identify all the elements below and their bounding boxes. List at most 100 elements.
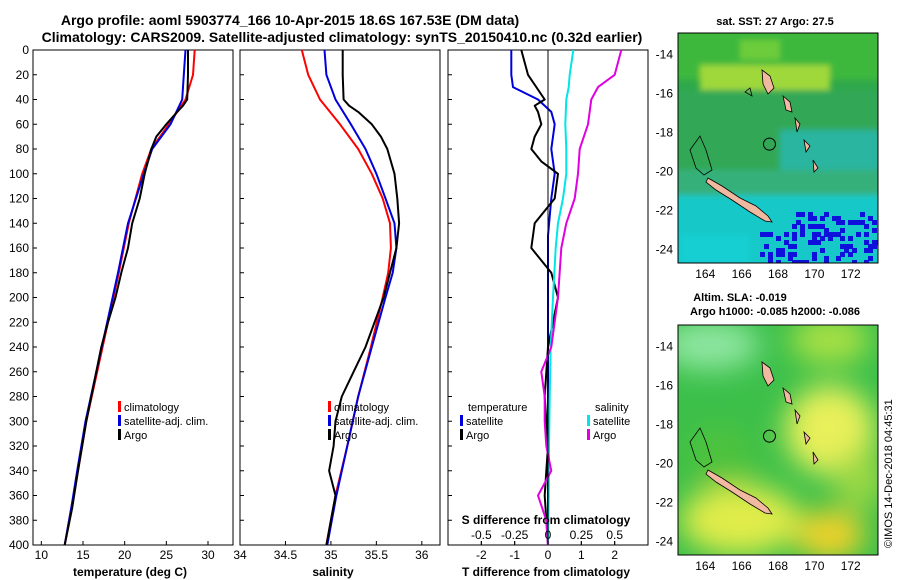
x-tick-label: 35.5 <box>365 548 389 562</box>
sst-cold-pixel <box>848 236 853 241</box>
sst-cold-pixel <box>796 260 801 263</box>
legend-swatch-s-satellite <box>587 415 590 426</box>
sst-cold-pixel <box>840 236 845 241</box>
sla-map-x-ticks: 164 166 168 170 172 <box>695 559 861 573</box>
sst-cold-pixel <box>800 228 805 233</box>
map-y-tick-label: -20 <box>656 456 674 470</box>
sst-map <box>678 33 878 269</box>
sst-cold-pixel <box>860 220 865 225</box>
sst-cold-pixel <box>800 232 805 237</box>
difference-series <box>510 49 623 546</box>
sst-cold-pixel <box>768 256 773 261</box>
sst-cold-pixel <box>816 224 821 229</box>
sst-argo-location-marker <box>762 137 776 151</box>
salinity-xlabel: salinity <box>312 565 354 579</box>
temperature-plot-frame <box>32 49 234 546</box>
sst-cold-pixel <box>792 232 797 237</box>
legend-label-satellite: satellite-adj. clim. <box>124 416 208 428</box>
legend-label-argo: Argo <box>334 430 357 442</box>
map-y-tick-label: -14 <box>656 47 674 61</box>
legend-swatch-argo <box>328 429 331 440</box>
series-line-satellite-adj-clim- <box>323 49 398 546</box>
series-line-t-argo <box>520 49 559 546</box>
sst-cold-pixel <box>852 248 857 253</box>
sst-cold-pixel <box>820 248 825 253</box>
sst-cold-pixel <box>776 248 781 253</box>
sst-cold-pixel <box>764 244 769 249</box>
difference-legend: temperature satellite Argo salinity sate… <box>460 402 630 442</box>
sst-cold-pixel <box>872 220 877 225</box>
sla-map <box>678 325 878 555</box>
sst-cold-pixel <box>868 216 873 221</box>
sst-cold-pixel <box>864 260 869 263</box>
sst-cold-pixel <box>848 252 853 257</box>
x-tick-label: 10 <box>35 548 49 562</box>
map-x-tick-label: 172 <box>841 267 861 281</box>
sst-cold-pixel <box>808 212 813 217</box>
legend-label-satellite: satellite-adj. clim. <box>334 416 418 428</box>
sst-cold-pixel <box>828 232 833 237</box>
legend-label-climatology: climatology <box>124 402 180 414</box>
depth-tick-label: 200 <box>9 291 29 305</box>
sst-cold-pixel <box>840 228 845 233</box>
map-y-tick-label: -16 <box>656 86 674 100</box>
sst-cold-pixel <box>828 236 833 241</box>
sst-cold-pixel <box>852 260 857 263</box>
legend-title-temperature: temperature <box>468 402 527 414</box>
depth-tick-label: 40 <box>16 93 30 107</box>
sst-cold-pixel <box>844 244 849 249</box>
x-tick-label: 36 <box>415 548 429 562</box>
sst-cold-pixel <box>816 232 821 237</box>
sst-cold-pixel <box>796 220 801 225</box>
depth-tick-label: 380 <box>9 513 29 527</box>
sst-cold-pixel <box>852 220 857 225</box>
sst-cold-pixel <box>836 220 841 225</box>
legend-label-argo: Argo <box>124 430 147 442</box>
x-tick-label: 0.5 <box>606 528 623 542</box>
x-tick-label: 2 <box>611 548 618 562</box>
depth-tick-label: 180 <box>9 266 29 280</box>
sst-cold-pixel <box>804 260 809 263</box>
sst-cold-pixel <box>816 240 821 245</box>
legend-swatch-s-argo <box>587 429 590 440</box>
sst-cold-pixel <box>812 252 817 257</box>
sst-cold-pixel <box>812 240 817 245</box>
sst-cold-pixel <box>776 236 781 241</box>
sst-cold-pixel <box>864 224 869 229</box>
legend-label-s-argo: Argo <box>593 430 616 442</box>
sst-cold-pixel <box>836 256 841 261</box>
depth-tick-label: 20 <box>16 68 30 82</box>
x-tick-label: 15 <box>76 548 90 562</box>
sst-cold-pixel <box>872 244 877 249</box>
depth-tick-labels: 0 20 40 60 80 100 120 140 160 180 200 220 240 260 280 3… <box>9 43 452 552</box>
salinity-legend: climatology satellite-adj. clim. Argo <box>328 401 418 442</box>
map-y-tick-label: -18 <box>656 125 674 139</box>
sst-cold-pixel <box>776 260 781 263</box>
sst-cold-pixel <box>828 264 833 269</box>
difference-top-tick-labels: -0.5 -0.25 0 0.25 0.5 <box>471 528 623 545</box>
x-tick-label: 30 <box>201 548 215 562</box>
sst-cold-pixel <box>808 240 813 245</box>
depth-tick-label: 160 <box>9 241 29 255</box>
sst-cold-pixel <box>776 252 781 257</box>
legend-label-t-argo: Argo <box>466 430 489 442</box>
sst-cold-pixel <box>848 220 853 225</box>
sst-cold-pixel <box>848 244 853 249</box>
sst-cold-pixel <box>784 240 789 245</box>
legend-label-t-satellite: satellite <box>466 416 503 428</box>
sst-cold-pixel <box>792 236 797 241</box>
sst-cold-pixel <box>836 232 841 237</box>
map-x-tick-label: 170 <box>804 267 824 281</box>
map-x-tick-label: 172 <box>841 559 861 573</box>
sst-cold-pixel <box>812 236 817 241</box>
x-tick-label: 0 <box>545 528 552 542</box>
sst-cold-pixel <box>800 212 805 217</box>
depth-tick-label: 0 <box>22 43 29 57</box>
x-tick-label: 1 <box>578 548 585 562</box>
sst-cold-pixel <box>780 248 785 253</box>
x-tick-label: 0 <box>545 548 552 562</box>
sst-cold-pixel <box>784 232 789 237</box>
sla-argo-location-marker <box>762 429 776 443</box>
sst-cold-pixel <box>844 248 849 253</box>
